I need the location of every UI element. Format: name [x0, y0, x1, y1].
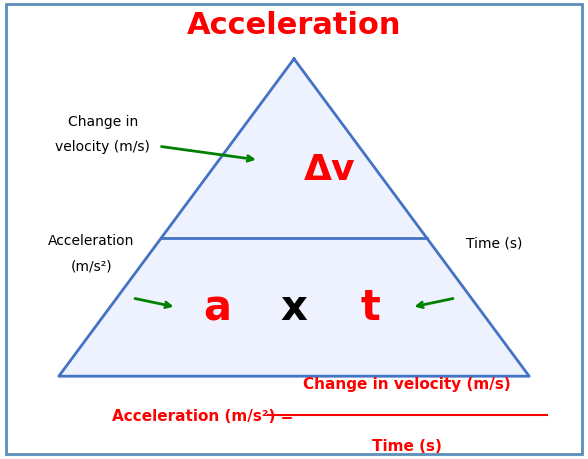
Text: t: t — [360, 286, 380, 329]
Text: x: x — [280, 286, 308, 329]
Text: Acceleration: Acceleration — [187, 11, 401, 40]
Text: Change in: Change in — [68, 115, 138, 129]
Text: Acceleration: Acceleration — [48, 234, 134, 248]
Text: Time (s): Time (s) — [372, 438, 442, 453]
Polygon shape — [59, 60, 529, 376]
Text: velocity (m/s): velocity (m/s) — [55, 140, 151, 154]
Text: Time (s): Time (s) — [466, 236, 522, 250]
Text: Change in velocity (m/s): Change in velocity (m/s) — [303, 376, 511, 391]
Text: Acceleration (m/s²) =: Acceleration (m/s²) = — [112, 408, 293, 423]
Text: Δv: Δv — [303, 153, 355, 187]
Text: (m/s²): (m/s²) — [71, 259, 112, 273]
Text: a: a — [203, 286, 232, 329]
